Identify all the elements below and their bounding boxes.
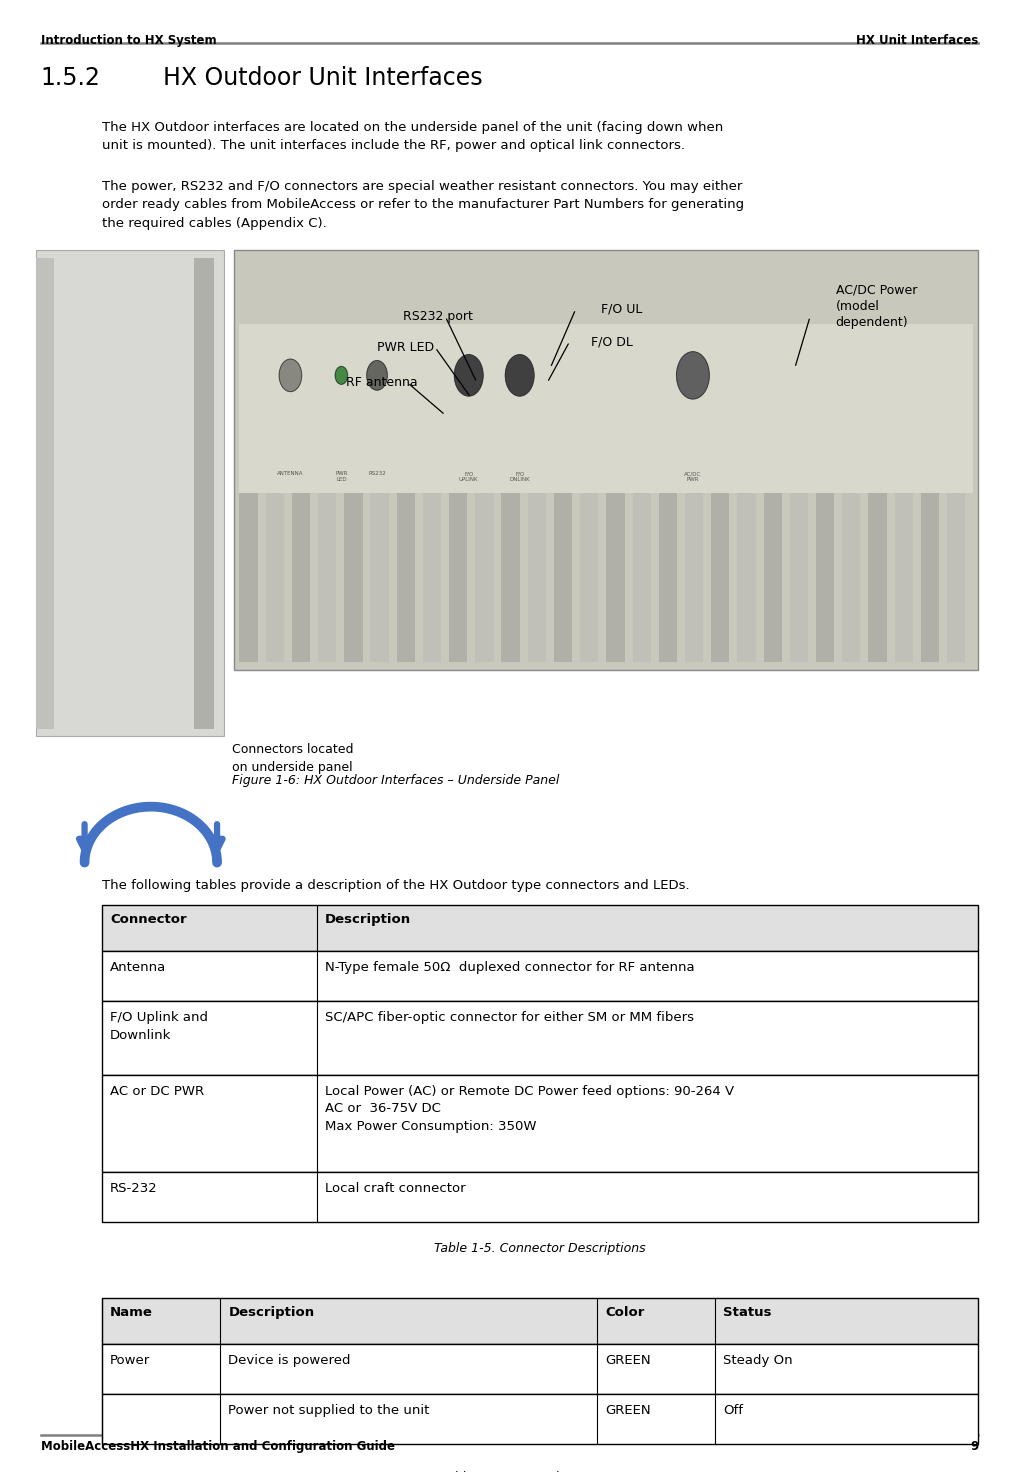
Circle shape [279,359,302,392]
Text: F/O DL: F/O DL [591,336,633,347]
Text: RS-232: RS-232 [110,1182,158,1195]
Text: Local craft connector: Local craft connector [325,1182,466,1195]
Text: Table 1-6: HX Outdoor PWR LED: Table 1-6: HX Outdoor PWR LED [440,1471,640,1472]
Text: PWR LED: PWR LED [377,342,434,353]
Bar [528,493,546,662]
Text: The HX Outdoor interfaces are located on the underside panel of the unit (facing: The HX Outdoor interfaces are located on… [102,121,723,152]
Text: Power not supplied to the unit: Power not supplied to the unit [228,1404,430,1418]
Text: SC/APC fiber-optic connector for either SM or MM fibers: SC/APC fiber-optic connector for either … [325,1011,694,1025]
Bar [947,493,965,662]
Text: GREEN: GREEN [605,1354,651,1367]
Text: ANTENNA: ANTENNA [277,471,304,475]
Text: N-Type female 50Ω  duplexed connector for RF antenna: N-Type female 50Ω duplexed connector for… [325,961,694,974]
Bar [102,1001,978,1075]
Text: Status: Status [723,1306,772,1319]
Bar [102,1344,978,1394]
Bar [658,493,677,662]
Bar [895,493,913,662]
Bar [234,250,978,670]
Bar [266,493,284,662]
Text: Steady On: Steady On [723,1354,793,1367]
Text: Description: Description [228,1306,315,1319]
Bar [475,493,493,662]
Text: F/O UL: F/O UL [601,303,643,315]
Bar [102,1394,978,1444]
Text: F/O
DNLINK: F/O DNLINK [510,471,530,481]
Text: PWR
LED: PWR LED [335,471,347,481]
Bar [194,258,214,729]
Bar [423,493,441,662]
Bar [763,493,782,662]
Text: AC/DC
PWR: AC/DC PWR [685,471,701,481]
Text: Color: Color [605,1306,645,1319]
Bar [344,493,363,662]
Bar [36,258,54,729]
Circle shape [505,355,534,396]
Bar [239,493,258,662]
Text: F/O Uplink and
Downlink: F/O Uplink and Downlink [110,1011,208,1042]
Text: HX Outdoor Unit Interfaces: HX Outdoor Unit Interfaces [163,66,483,90]
Circle shape [335,367,347,384]
Text: AC or DC PWR: AC or DC PWR [110,1085,204,1098]
Bar [816,493,835,662]
Bar [291,493,310,662]
Text: Antenna: Antenna [110,961,166,974]
Bar [318,493,336,662]
Circle shape [677,352,709,399]
Bar [921,493,940,662]
Bar [868,493,887,662]
Circle shape [454,355,483,396]
Text: Description: Description [325,913,411,926]
Bar [36,250,224,736]
Bar [580,493,598,662]
Bar [554,493,573,662]
Text: Connectors located
on underside panel: Connectors located on underside panel [232,743,357,774]
Text: F/O
UPLINK: F/O UPLINK [459,471,479,481]
Text: Power: Power [110,1354,150,1367]
Text: The following tables provide a description of the HX Outdoor type connectors and: The following tables provide a descripti… [102,879,690,892]
Text: The power, RS232 and F/O connectors are special weather resistant connectors. Yo: The power, RS232 and F/O connectors are … [102,180,744,230]
Bar [371,493,389,662]
Text: 9: 9 [970,1440,978,1453]
Text: Off: Off [723,1404,744,1418]
Text: 1.5.2: 1.5.2 [41,66,101,90]
Bar [102,1298,978,1344]
Bar [711,493,730,662]
Bar [239,324,973,493]
Text: Device is powered: Device is powered [228,1354,351,1367]
Text: AC/DC Power
(model
dependent): AC/DC Power (model dependent) [836,284,917,328]
Bar [842,493,860,662]
Bar [501,493,520,662]
Bar [102,1172,978,1222]
Bar [449,493,468,662]
Bar [102,951,978,1001]
Text: RS232 port: RS232 port [403,311,473,322]
Bar [685,493,703,662]
Text: MobileAccessHX Installation and Configuration Guide: MobileAccessHX Installation and Configur… [41,1440,394,1453]
Text: Figure 1-6: HX Outdoor Interfaces – Underside Panel: Figure 1-6: HX Outdoor Interfaces – Unde… [232,774,559,788]
Text: GREEN: GREEN [605,1404,651,1418]
Text: RF antenna: RF antenna [346,377,418,389]
Bar [102,905,978,951]
Text: Connector: Connector [110,913,186,926]
Text: Name: Name [110,1306,153,1319]
Text: Introduction to HX System: Introduction to HX System [41,34,216,47]
Bar [606,493,625,662]
Text: HX Unit Interfaces: HX Unit Interfaces [856,34,978,47]
Bar [633,493,651,662]
Text: Local Power (AC) or Remote DC Power feed options: 90-264 V
AC or  36-75V DC
Max : Local Power (AC) or Remote DC Power feed… [325,1085,734,1133]
Bar [790,493,808,662]
Bar [102,1075,978,1172]
Circle shape [367,361,387,390]
Bar [738,493,756,662]
Text: RS232: RS232 [368,471,386,475]
Text: Table 1-5. Connector Descriptions: Table 1-5. Connector Descriptions [434,1242,646,1256]
Bar [396,493,415,662]
